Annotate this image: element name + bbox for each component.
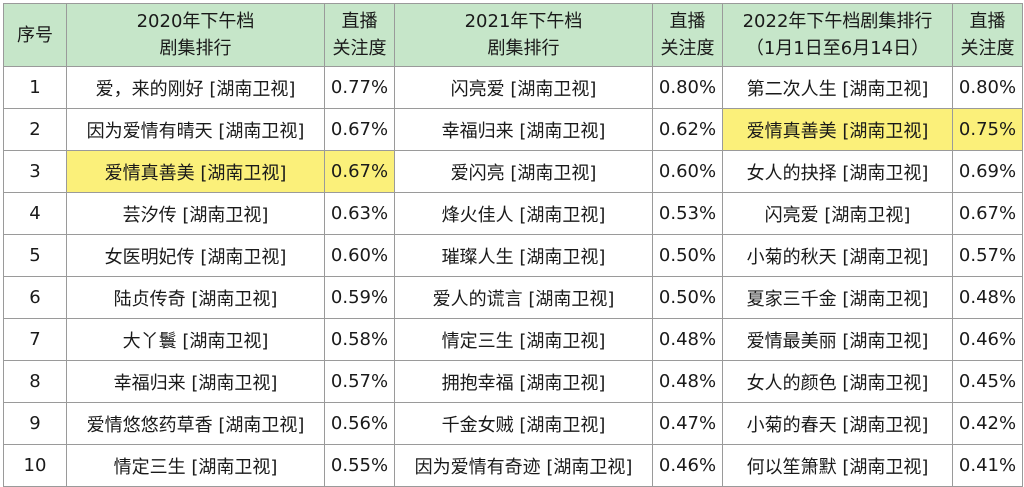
rank-cell: 8: [3, 360, 67, 403]
attention-2022-cell: 0.80%: [952, 66, 1023, 109]
attention-2022-cell: 0.42%: [952, 402, 1023, 445]
table-row: 2 因为爱情有晴天 [湖南卫视] 0.67% 幸福归来 [湖南卫视] 0.62%…: [3, 108, 1023, 151]
table-row: 3 爱情真善美 [湖南卫视] 0.67% 爱闪亮 [湖南卫视] 0.60% 女人…: [3, 150, 1023, 193]
rank-cell: 5: [3, 234, 67, 277]
table-row: 10 情定三生 [湖南卫视] 0.55% 因为爱情有奇迹 [湖南卫视] 0.46…: [3, 444, 1023, 487]
attention-2021-cell: 0.50%: [652, 276, 723, 319]
show-2021-cell: 情定三生 [湖南卫视]: [394, 318, 653, 361]
attention-2020-cell: 0.57%: [324, 360, 395, 403]
rank-cell: 2: [3, 108, 67, 151]
attention-2021-cell: 0.50%: [652, 234, 723, 277]
show-2020-cell: 情定三生 [湖南卫视]: [66, 444, 325, 487]
header-2020-attention: 直播 关注度: [324, 3, 395, 67]
show-2020-cell: 因为爱情有晴天 [湖南卫视]: [66, 108, 325, 151]
rank-cell: 7: [3, 318, 67, 361]
header-row: 序号 2020年下午档 剧集排行 直播 关注度 2021年下午档 剧集排行 直播…: [3, 3, 1023, 67]
show-2022-cell: 小菊的春天 [湖南卫视]: [722, 402, 953, 445]
show-2021-cell: 闪亮爱 [湖南卫视]: [394, 66, 653, 109]
attention-2022-cell: 0.69%: [952, 150, 1023, 193]
attention-2021-cell: 0.48%: [652, 360, 723, 403]
show-2020-cell: 女医明妃传 [湖南卫视]: [66, 234, 325, 277]
rank-cell: 6: [3, 276, 67, 319]
show-2022-cell: 爱情最美丽 [湖南卫视]: [722, 318, 953, 361]
show-2021-cell: 烽火佳人 [湖南卫视]: [394, 192, 653, 235]
header-rank: 序号: [3, 3, 67, 67]
attention-2020-cell: 0.56%: [324, 402, 395, 445]
show-2022-cell: 小菊的秋天 [湖南卫视]: [722, 234, 953, 277]
table-row: 4 芸汐传 [湖南卫视] 0.63% 烽火佳人 [湖南卫视] 0.53% 闪亮爱…: [3, 192, 1023, 235]
attention-2022-cell: 0.46%: [952, 318, 1023, 361]
rank-cell: 4: [3, 192, 67, 235]
header-2021-show: 2021年下午档 剧集排行: [394, 3, 653, 67]
attention-2021-cell: 0.62%: [652, 108, 723, 151]
ranking-table: 序号 2020年下午档 剧集排行 直播 关注度 2021年下午档 剧集排行 直播…: [3, 3, 1023, 487]
attention-2022-cell: 0.45%: [952, 360, 1023, 403]
attention-2020-cell-highlighted: 0.67%: [324, 150, 395, 193]
show-2020-cell: 爱情悠悠药草香 [湖南卫视]: [66, 402, 325, 445]
show-2020-cell: 芸汐传 [湖南卫视]: [66, 192, 325, 235]
show-2021-cell: 爱闪亮 [湖南卫视]: [394, 150, 653, 193]
attention-2022-cell-highlighted: 0.75%: [952, 108, 1023, 151]
show-2022-cell: 女人的颜色 [湖南卫视]: [722, 360, 953, 403]
show-2022-cell: 何以笙箫默 [湖南卫视]: [722, 444, 953, 487]
show-2022-cell: 夏家三千金 [湖南卫视]: [722, 276, 953, 319]
header-2022-show: 2022年下午档剧集排行 （1月1日至6月14日）: [722, 3, 953, 67]
show-2020-cell: 爱，来的刚好 [湖南卫视]: [66, 66, 325, 109]
header-2022-attention: 直播 关注度: [952, 3, 1023, 67]
attention-2021-cell: 0.60%: [652, 150, 723, 193]
show-2020-cell: 幸福归来 [湖南卫视]: [66, 360, 325, 403]
attention-2021-cell: 0.53%: [652, 192, 723, 235]
table-row: 1 爱，来的刚好 [湖南卫视] 0.77% 闪亮爱 [湖南卫视] 0.80% 第…: [3, 66, 1023, 109]
attention-2020-cell: 0.63%: [324, 192, 395, 235]
attention-2020-cell: 0.59%: [324, 276, 395, 319]
show-2020-cell-highlighted: 爱情真善美 [湖南卫视]: [66, 150, 325, 193]
rank-cell: 3: [3, 150, 67, 193]
show-2020-cell: 陆贞传奇 [湖南卫视]: [66, 276, 325, 319]
show-2020-cell: 大丫鬟 [湖南卫视]: [66, 318, 325, 361]
rank-cell: 1: [3, 66, 67, 109]
rank-cell: 10: [3, 444, 67, 487]
attention-2020-cell: 0.60%: [324, 234, 395, 277]
show-2021-cell: 璀璨人生 [湖南卫视]: [394, 234, 653, 277]
show-2022-cell: 闪亮爱 [湖南卫视]: [722, 192, 953, 235]
show-2021-cell: 爱人的谎言 [湖南卫视]: [394, 276, 653, 319]
table-row: 6 陆贞传奇 [湖南卫视] 0.59% 爱人的谎言 [湖南卫视] 0.50% 夏…: [3, 276, 1023, 319]
table-row: 7 大丫鬟 [湖南卫视] 0.58% 情定三生 [湖南卫视] 0.48% 爱情最…: [3, 318, 1023, 361]
show-2021-cell: 拥抱幸福 [湖南卫视]: [394, 360, 653, 403]
show-2021-cell: 因为爱情有奇迹 [湖南卫视]: [394, 444, 653, 487]
table-row: 9 爱情悠悠药草香 [湖南卫视] 0.56% 千金女贼 [湖南卫视] 0.47%…: [3, 402, 1023, 445]
show-2021-cell: 幸福归来 [湖南卫视]: [394, 108, 653, 151]
show-2022-cell-highlighted: 爱情真善美 [湖南卫视]: [722, 108, 953, 151]
show-2021-cell: 千金女贼 [湖南卫视]: [394, 402, 653, 445]
attention-2022-cell: 0.41%: [952, 444, 1023, 487]
attention-2021-cell: 0.46%: [652, 444, 723, 487]
attention-2022-cell: 0.57%: [952, 234, 1023, 277]
attention-2020-cell: 0.55%: [324, 444, 395, 487]
show-2022-cell: 第二次人生 [湖南卫视]: [722, 66, 953, 109]
rank-cell: 9: [3, 402, 67, 445]
attention-2020-cell: 0.77%: [324, 66, 395, 109]
header-2020-show: 2020年下午档 剧集排行: [66, 3, 325, 67]
table-row: 5 女医明妃传 [湖南卫视] 0.60% 璀璨人生 [湖南卫视] 0.50% 小…: [3, 234, 1023, 277]
show-2022-cell: 女人的抉择 [湖南卫视]: [722, 150, 953, 193]
header-2021-attention: 直播 关注度: [652, 3, 723, 67]
attention-2021-cell: 0.47%: [652, 402, 723, 445]
attention-2021-cell: 0.48%: [652, 318, 723, 361]
attention-2022-cell: 0.67%: [952, 192, 1023, 235]
attention-2022-cell: 0.48%: [952, 276, 1023, 319]
attention-2020-cell: 0.58%: [324, 318, 395, 361]
attention-2021-cell: 0.80%: [652, 66, 723, 109]
attention-2020-cell: 0.67%: [324, 108, 395, 151]
table-row: 8 幸福归来 [湖南卫视] 0.57% 拥抱幸福 [湖南卫视] 0.48% 女人…: [3, 360, 1023, 403]
